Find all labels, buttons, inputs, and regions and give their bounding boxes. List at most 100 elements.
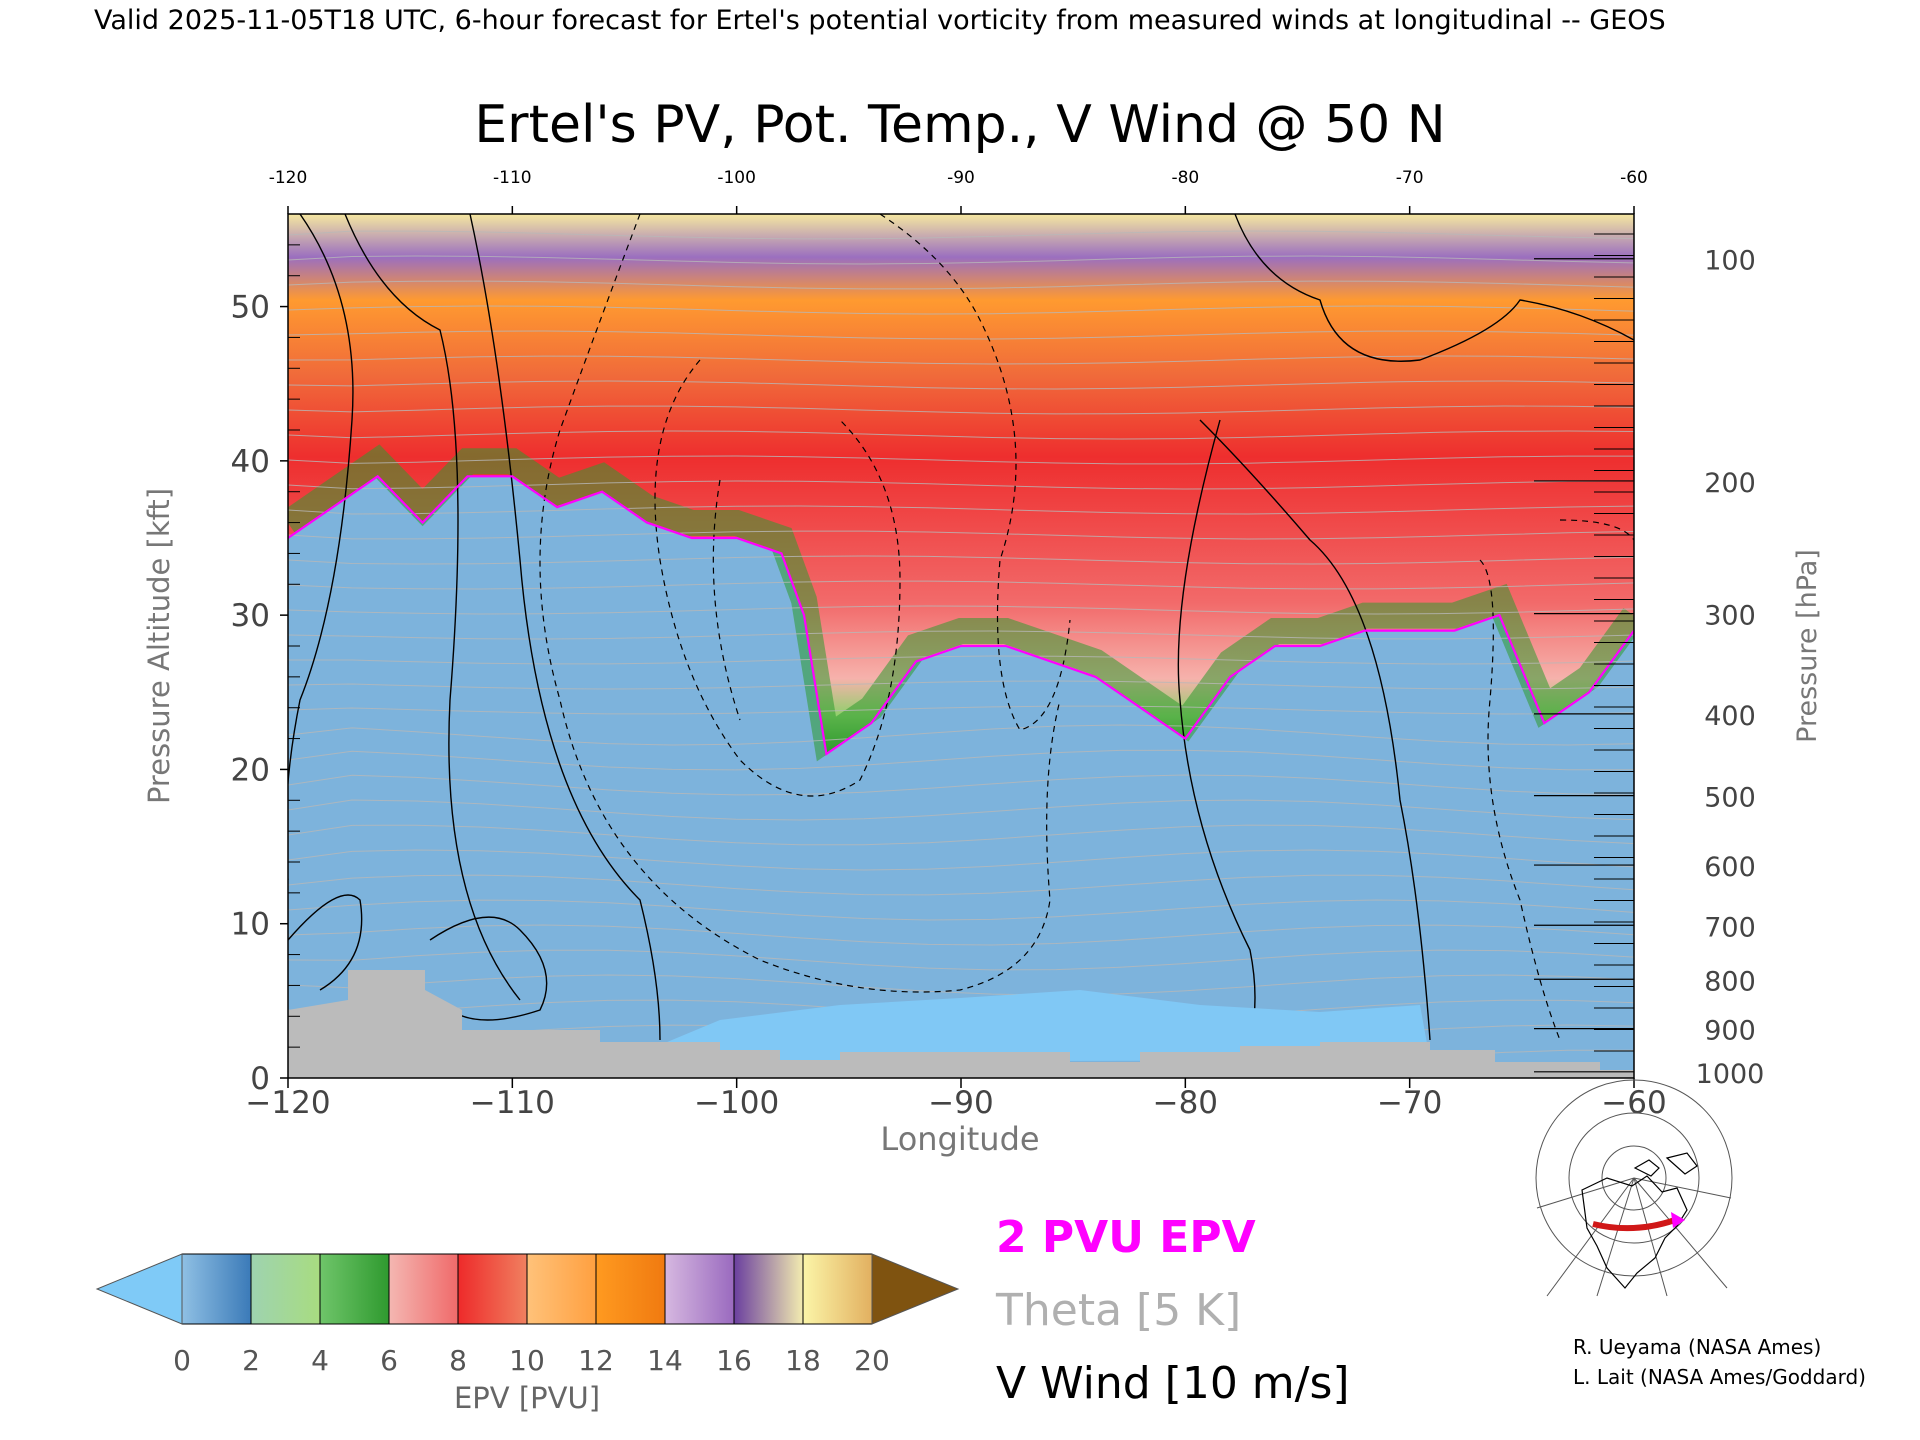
colorbar-under-arrow — [95, 1253, 183, 1325]
valid-line: Valid 2025-11-05T18 UTC, 6-hour forecast… — [94, 5, 1666, 36]
top-tick-label: -60 — [1620, 168, 1648, 188]
x-tick-label: −80 — [1153, 1085, 1218, 1121]
pressure-tick-label: 900 — [1704, 1016, 1756, 1047]
x-tick-label: −70 — [1377, 1085, 1442, 1121]
colorbar-segment — [595, 1253, 666, 1325]
theta-line — [288, 430, 1634, 440]
v-wind-contour-solid — [429, 916, 548, 1021]
v-wind-contours — [288, 214, 1634, 1041]
theta-line — [288, 824, 1634, 846]
colorbar-label: EPV [PVU] — [454, 1381, 600, 1415]
theta-line — [288, 949, 1634, 971]
x-axis-label: Longitude — [880, 1120, 1039, 1158]
colorbar-tick-label: 8 — [449, 1344, 467, 1377]
theta-line — [288, 405, 1634, 415]
y-tick-label: 20 — [231, 752, 270, 788]
colorbar-tick-label: 6 — [380, 1344, 398, 1377]
top-axis: -120 -110 -100 -90 -80 -70 -60 — [269, 168, 1648, 214]
pressure-tick-label: 1000 — [1696, 1059, 1765, 1090]
top-tick-label: -80 — [1171, 168, 1199, 188]
theta-line — [288, 555, 1634, 565]
theta-line — [288, 724, 1634, 746]
y-axis: 0 10 20 30 40 50 — [231, 244, 300, 1097]
theta-line — [288, 774, 1634, 796]
theta-line — [288, 530, 1634, 540]
v-wind-contour-solid — [1199, 419, 1431, 1041]
x-tick-label: −60 — [1601, 1085, 1666, 1121]
legend-v-wind: V Wind [10 m/s] — [996, 1358, 1350, 1409]
top-tick-label: -70 — [1396, 168, 1424, 188]
y-tick-label: 50 — [231, 290, 270, 326]
theta-line — [288, 630, 1634, 640]
theta-line — [288, 305, 1634, 315]
top-tick-label: -100 — [717, 168, 756, 188]
theta-line — [288, 255, 1634, 265]
locator-map-frame — [1537, 1148, 1731, 1296]
pressure-tick-label: 700 — [1704, 912, 1756, 943]
chart-title: Ertel's PV, Pot. Temp., V Wind @ 50 N — [474, 95, 1445, 155]
y2-axis-label: Pressure [hPa] — [1792, 549, 1823, 743]
colorbar-segment — [802, 1253, 873, 1325]
pressure-tick-label: 100 — [1704, 246, 1756, 277]
v-wind-contour-solid — [469, 214, 661, 1041]
theta-line — [288, 355, 1634, 365]
tropopause-2pvu-line — [288, 474, 1634, 756]
colorbar-segment — [664, 1253, 735, 1325]
pressure-tick-label: 200 — [1704, 468, 1756, 499]
v-wind-contour-solid — [1234, 214, 1634, 362]
colorbar-tick-label: 14 — [647, 1344, 683, 1377]
pressure-tick-label: 300 — [1704, 601, 1756, 632]
v-wind-contour-solid — [288, 214, 354, 880]
locator-map — [1535, 1079, 1733, 1297]
theta-line — [288, 605, 1634, 615]
colorbar-tick-label: 18 — [785, 1344, 821, 1377]
top-tick-label: -120 — [269, 168, 308, 188]
y-axis-label: Pressure Altitude [kft] — [142, 488, 176, 804]
legend-theta: Theta [5 K] — [995, 1285, 1241, 1336]
theta-line — [288, 749, 1634, 771]
colorbar-tick-label: 2 — [242, 1344, 260, 1377]
theta-line — [288, 280, 1634, 290]
theta-line — [288, 849, 1634, 871]
colorbar-segment — [388, 1253, 459, 1325]
top-tick-label: -110 — [493, 168, 532, 188]
v-wind-contour-dashed — [1479, 559, 1561, 1041]
colorbar: 0 2 4 6 8 10 12 14 16 18 20 — [95, 1253, 960, 1377]
theta-line — [288, 974, 1634, 996]
pressure-tick-label: 600 — [1704, 852, 1756, 883]
v-wind-contour-solid — [1177, 419, 1256, 1041]
y-tick-label: 30 — [231, 598, 270, 634]
y-tick-label: 40 — [231, 444, 270, 480]
x-tick-label: −110 — [470, 1085, 555, 1121]
theta-line — [288, 874, 1634, 896]
x-tick-label: −120 — [245, 1085, 330, 1121]
theta-line — [288, 899, 1634, 921]
theta-line — [288, 505, 1634, 515]
colorbar-tick-label: 16 — [716, 1344, 752, 1377]
colorbar-tick-label: 20 — [854, 1344, 890, 1377]
v-wind-contour-solid — [288, 894, 363, 991]
colorbar-segment — [457, 1253, 528, 1325]
colorbar-segment — [181, 1253, 252, 1325]
colorbar-segment — [250, 1253, 321, 1325]
v-wind-contour-dashed — [654, 359, 901, 797]
cross-section-line — [1592, 1217, 1676, 1232]
credit-line-1: R. Ueyama (NASA Ames) — [1573, 1335, 1821, 1359]
colorbar-segment — [319, 1253, 390, 1325]
plot-area — [288, 214, 1634, 1078]
x-tick-label: −100 — [694, 1085, 779, 1121]
v-wind-contour-solid — [344, 214, 521, 1001]
colorbar-over-arrow — [871, 1253, 960, 1325]
theta-line — [288, 380, 1634, 390]
x-tick-label: −90 — [928, 1085, 993, 1121]
colorbar-tick-label: 12 — [578, 1344, 614, 1377]
colorbar-segment — [526, 1253, 597, 1325]
near-surface-low-pv — [660, 990, 1430, 1062]
pv-green-band — [288, 444, 1634, 762]
pressure-tick-label: 400 — [1704, 701, 1756, 732]
colorbar-tick-label: 0 — [173, 1344, 191, 1377]
theta-line — [288, 799, 1634, 821]
x-axis: −120 −110 −100 −90 −80 −70 −60 — [245, 1078, 1667, 1121]
theta-line — [288, 330, 1634, 340]
